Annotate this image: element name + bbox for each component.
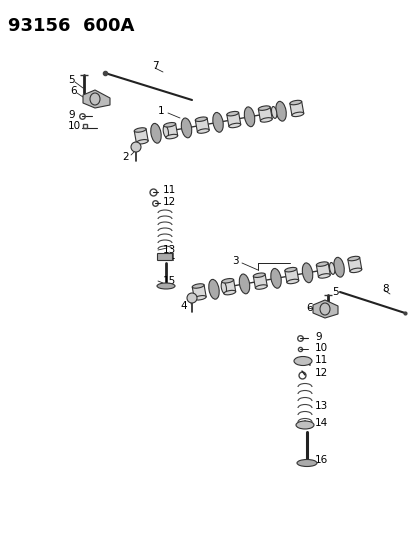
Bar — [195, 118, 209, 132]
Text: 11: 11 — [314, 355, 328, 365]
Ellipse shape — [291, 112, 303, 117]
Text: 10: 10 — [68, 121, 81, 131]
Text: 6: 6 — [305, 303, 312, 313]
Ellipse shape — [157, 283, 175, 289]
Ellipse shape — [319, 303, 329, 315]
Text: 8: 8 — [381, 284, 388, 294]
Ellipse shape — [226, 111, 238, 116]
Bar — [284, 269, 298, 282]
Ellipse shape — [164, 123, 175, 127]
Ellipse shape — [181, 118, 191, 138]
Text: 6: 6 — [70, 86, 76, 96]
Text: 9: 9 — [314, 332, 321, 342]
Ellipse shape — [286, 279, 298, 284]
Ellipse shape — [271, 107, 276, 118]
Ellipse shape — [194, 296, 206, 300]
Bar — [289, 101, 303, 116]
Ellipse shape — [316, 262, 328, 266]
Ellipse shape — [163, 126, 168, 138]
Ellipse shape — [239, 274, 249, 294]
Ellipse shape — [289, 100, 301, 105]
Text: 1: 1 — [158, 106, 164, 116]
Ellipse shape — [347, 256, 359, 261]
Ellipse shape — [223, 290, 235, 295]
Ellipse shape — [253, 273, 264, 278]
Ellipse shape — [192, 284, 204, 288]
Ellipse shape — [150, 124, 161, 143]
Ellipse shape — [255, 285, 266, 289]
Text: 5: 5 — [331, 287, 338, 297]
Circle shape — [131, 142, 141, 152]
Text: 15: 15 — [163, 276, 176, 286]
Bar — [258, 107, 272, 121]
Ellipse shape — [275, 101, 285, 121]
Bar — [316, 263, 330, 277]
Text: 9: 9 — [68, 110, 74, 120]
Bar — [226, 112, 240, 126]
FancyBboxPatch shape — [157, 254, 172, 261]
Ellipse shape — [329, 263, 334, 274]
Ellipse shape — [221, 279, 233, 283]
Ellipse shape — [349, 268, 361, 272]
Bar — [192, 285, 206, 299]
Text: 93156  600A: 93156 600A — [8, 17, 134, 35]
Text: 3: 3 — [231, 256, 238, 266]
Text: 7: 7 — [152, 61, 158, 71]
Polygon shape — [83, 90, 110, 108]
Bar — [164, 124, 177, 138]
Ellipse shape — [136, 140, 148, 144]
Ellipse shape — [284, 268, 296, 272]
Text: 12: 12 — [163, 197, 176, 207]
Ellipse shape — [208, 279, 218, 299]
Text: 16: 16 — [314, 455, 328, 465]
Ellipse shape — [90, 93, 100, 105]
Ellipse shape — [258, 106, 270, 110]
Text: 13: 13 — [314, 401, 328, 411]
Bar — [221, 280, 235, 294]
Ellipse shape — [134, 128, 146, 132]
Ellipse shape — [301, 263, 312, 282]
Circle shape — [187, 293, 197, 303]
Bar — [347, 257, 361, 271]
Text: 11: 11 — [163, 185, 176, 195]
Ellipse shape — [270, 269, 280, 288]
Text: 13: 13 — [163, 245, 176, 255]
Ellipse shape — [293, 357, 311, 366]
Text: 14: 14 — [163, 253, 176, 263]
Ellipse shape — [195, 117, 206, 122]
Text: 4: 4 — [180, 301, 186, 311]
Text: 10: 10 — [314, 343, 328, 353]
Ellipse shape — [228, 123, 240, 128]
Ellipse shape — [244, 107, 254, 127]
Bar — [134, 129, 148, 143]
Ellipse shape — [318, 273, 330, 278]
Bar — [253, 274, 266, 288]
Ellipse shape — [166, 134, 177, 139]
Ellipse shape — [333, 257, 344, 277]
Text: 2: 2 — [122, 152, 128, 162]
Ellipse shape — [197, 129, 209, 133]
Ellipse shape — [212, 112, 223, 132]
Ellipse shape — [296, 459, 316, 466]
Polygon shape — [312, 300, 337, 318]
Text: 5: 5 — [68, 75, 74, 85]
Ellipse shape — [260, 118, 272, 122]
Text: 12: 12 — [314, 368, 328, 378]
Text: 14: 14 — [314, 418, 328, 428]
Ellipse shape — [221, 281, 226, 294]
Ellipse shape — [295, 421, 313, 429]
